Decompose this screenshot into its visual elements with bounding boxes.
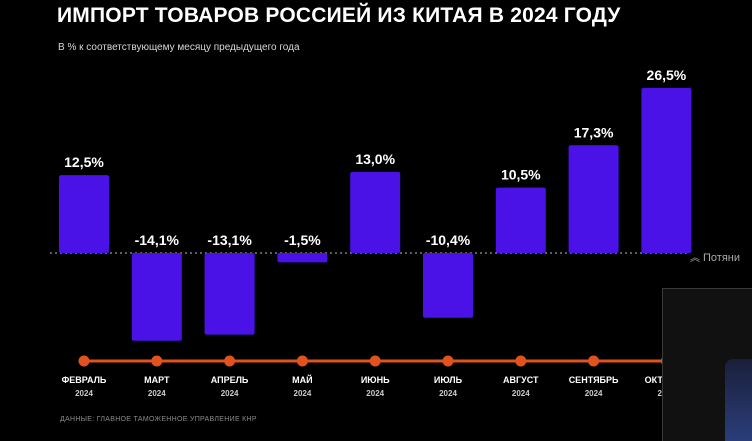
bar-5	[350, 172, 401, 253]
data-label-2: -14,1%	[135, 232, 180, 248]
month-label-7: АВГУСТ	[503, 375, 539, 385]
chart-subtitle: В % к соответствующему месяцу предыдущег…	[58, 42, 300, 53]
bar-6	[423, 253, 473, 318]
month-label-8: СЕНТЯБРЬ	[569, 375, 619, 385]
data-label-4: -1,5%	[284, 232, 321, 248]
timeline-dot-2	[151, 355, 163, 367]
month-label-2: МАРТ	[144, 375, 170, 385]
month-label-1: ФЕВРАЛЬ	[62, 375, 107, 385]
bar-1	[59, 175, 109, 253]
data-label-1: 12,5%	[64, 154, 104, 170]
year-label-3: 2024	[221, 389, 239, 398]
year-label-7: 2024	[512, 389, 530, 398]
data-label-5: 13,0%	[355, 151, 395, 167]
year-label-8: 2024	[585, 389, 603, 398]
data-label-8: 17,3%	[574, 124, 614, 140]
timeline-dot-8	[588, 355, 600, 367]
chevron-up-icon: ︽	[690, 253, 700, 264]
data-label-9: 26,5%	[647, 67, 687, 83]
bar-4	[277, 253, 328, 263]
bar-9	[641, 88, 692, 253]
year-label-1: 2024	[75, 389, 93, 398]
year-label-4: 2024	[294, 389, 312, 398]
timeline-dot-4	[296, 355, 308, 367]
data-label-6: -10,4%	[426, 232, 471, 248]
swipe-hint-text: Потяни	[703, 252, 740, 264]
year-label-2: 2024	[148, 389, 166, 398]
timeline-dot-6	[442, 355, 454, 367]
month-label-5: ИЮНЬ	[361, 375, 390, 385]
timeline-dot-3	[224, 355, 236, 367]
timeline-dot-1	[78, 355, 90, 367]
month-label-4: МАЙ	[292, 374, 312, 385]
timeline-dot-5	[369, 355, 381, 367]
bar-7	[495, 187, 546, 253]
timeline-dot-7	[515, 355, 527, 367]
bar-3	[204, 253, 255, 335]
year-label-5: 2024	[366, 389, 384, 398]
data-label-7: 10,5%	[501, 167, 541, 183]
bar-8	[568, 145, 619, 253]
data-source-note: ДАННЫЕ: ГЛАВНОЕ ТАМОЖЕННОЕ УПРАВЛЕНИЕ КН…	[60, 416, 257, 423]
chart-title: ИМПОРТ ТОВАРОВ РОССИЕЙ ИЗ КИТАЯ В 2024 Г…	[57, 4, 621, 27]
video-thumbnail[interactable]	[662, 288, 752, 441]
data-label-3: -13,1%	[207, 232, 252, 248]
year-label-6: 2024	[439, 389, 457, 398]
swipe-hint[interactable]: ︽ Потяни	[690, 249, 740, 264]
bar-2	[131, 253, 182, 341]
month-label-6: ИЮЛЬ	[434, 375, 463, 385]
person-figure	[725, 359, 752, 441]
month-label-3: АПРЕЛЬ	[211, 375, 249, 385]
